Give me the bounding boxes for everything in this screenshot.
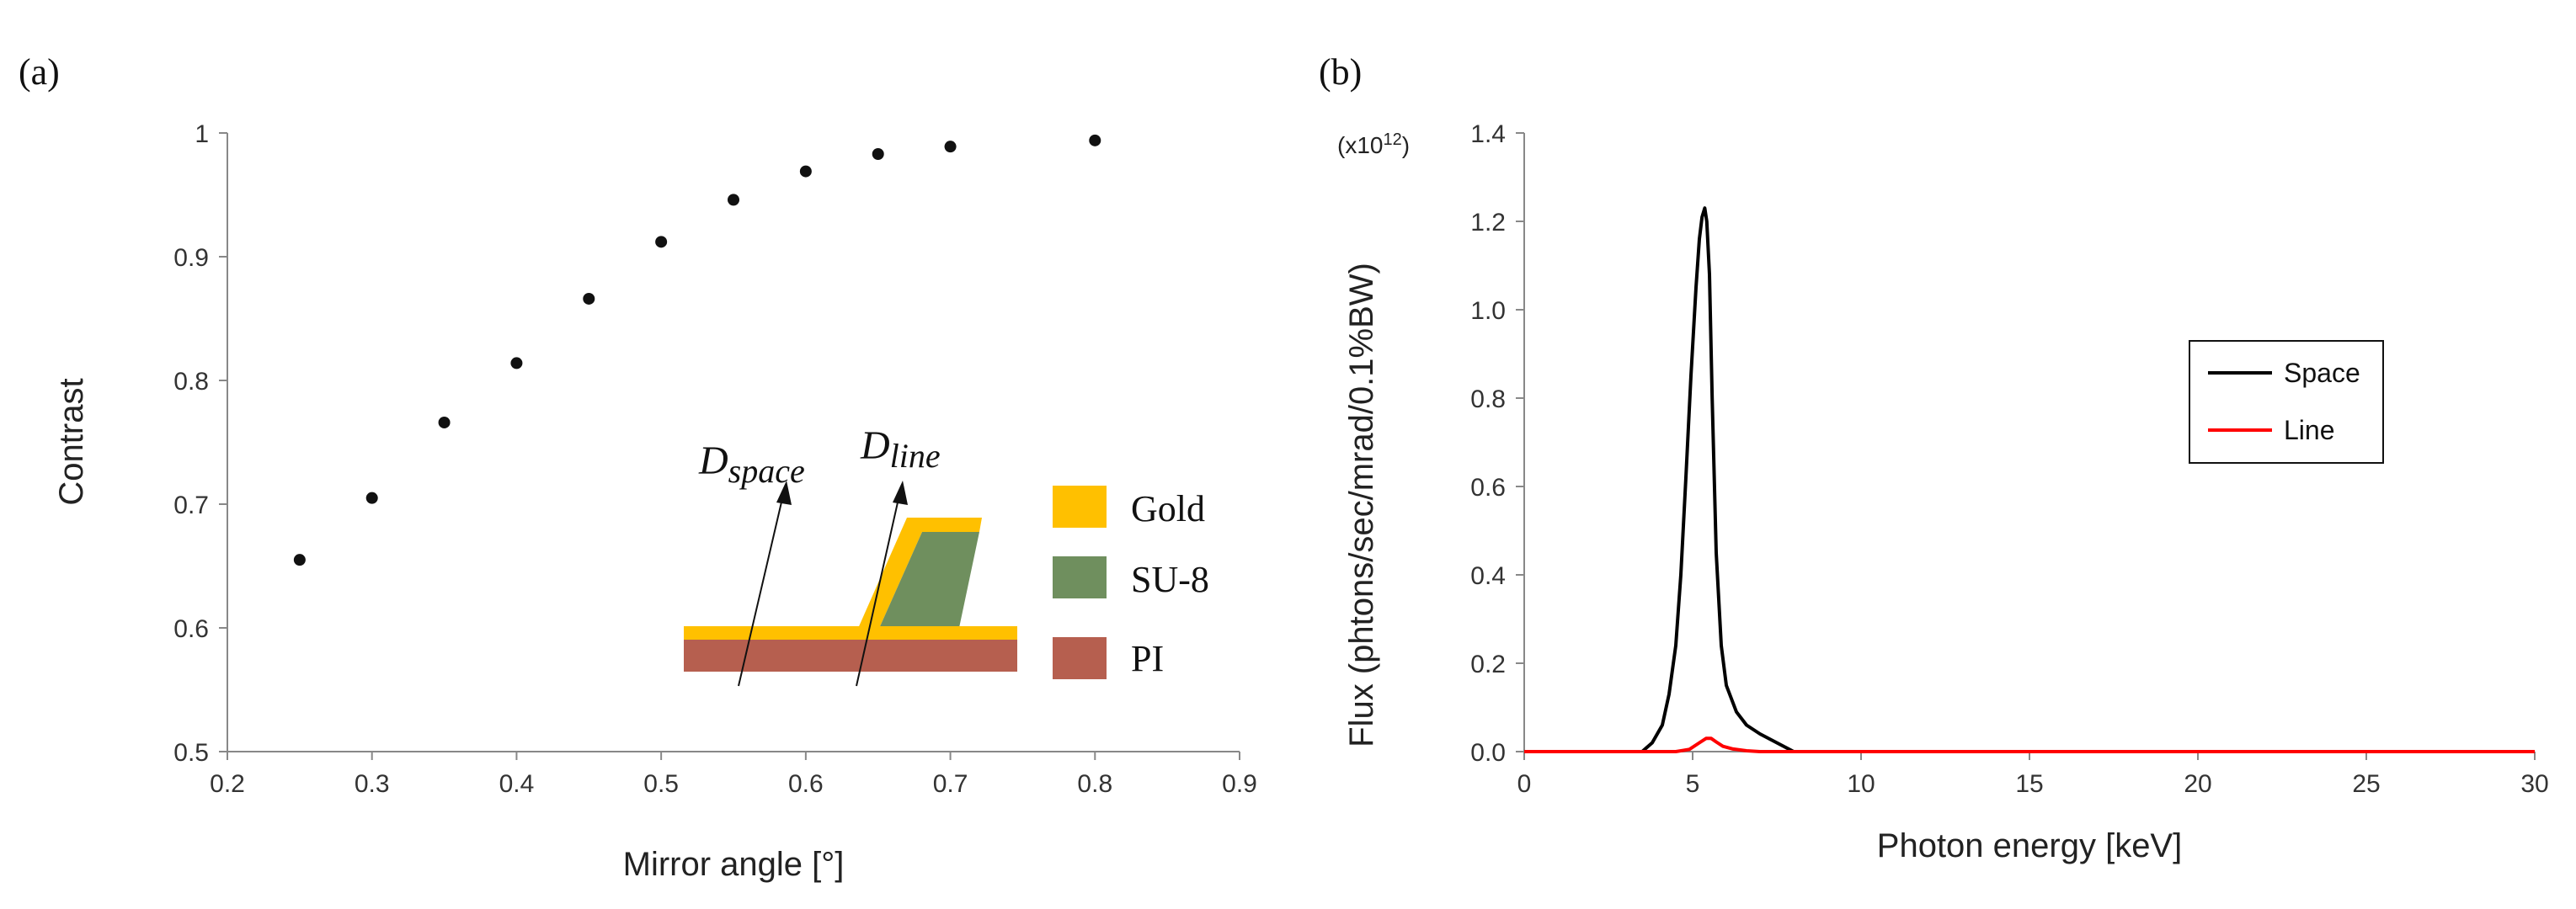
panel-b-label: (b) [1319,51,1362,93]
panel-b-series [1524,206,2535,753]
series-line-space [1640,206,1795,753]
panel-a-y-tick-label: 0.7 [173,492,209,519]
panel-b-x-tick-label: 20 [2184,770,2211,798]
panel-b-y-tick-label: 1.0 [1470,297,1506,325]
panel-b-y-tick-label: 0.4 [1470,562,1506,590]
panel-a-x-tick-label: 0.2 [210,770,245,798]
panel-a-x-tick-label: 0.3 [355,770,390,798]
panel-a-y-tick-label: 0.9 [173,244,209,272]
panel-a-y-tick-label: 0.6 [173,615,209,643]
scatter-point [872,147,884,160]
panel-b-x-label: Photon energy [keV] [1877,827,2182,864]
scatter-point [583,292,595,305]
panel-b-x-tick-label: 10 [1847,770,1875,798]
series-line-line [1524,736,2535,753]
inset-space-label: Dspace [698,439,805,490]
panel-b-x-ticks: 0 5 10 15 20 25 30 [1517,752,2549,798]
panel-b-y-label: Flux (phtons/sec/mrad/0.1%BW) [1343,263,1380,747]
panel-a-points [293,134,1101,566]
inset-gold-base-front [874,626,1017,640]
panel-a-x-tick-label: 0.5 [643,770,679,798]
panel-b-x-tick-label: 0 [1517,770,1532,798]
structure-inset: Dspace Dline Gold SU-8 PI [684,423,1209,687]
scatter-point [799,165,812,178]
panel-b-legend: Space Line [2189,340,2384,464]
panel-b-y-ticks: 0.0 0.2 0.4 0.6 0.8 1.0 1.2 1.4 [1470,120,1524,767]
panel-a-x-tick-label: 0.9 [1222,770,1257,798]
panel-a-x-tick-label: 0.6 [788,770,824,798]
panel-b-legend-box [2189,340,2384,464]
panel-b-x-tick-label: 15 [2015,770,2043,798]
legend-label-pi: PI [1131,638,1164,679]
panel-a: (a) 0.2 0.3 0.4 0.5 0.6 0.7 0.8 0.9 0.50.60.70.… [19,51,1257,883]
panel-b-x-tick-label: 5 [1686,770,1700,798]
inset-su8-line [874,532,979,640]
panel-a-y-label: Contrast [53,378,90,505]
legend-label-su8: SU-8 [1131,559,1209,600]
legend-swatch-su8 [1053,556,1107,598]
scatter-point [728,194,739,206]
panel-b-x-tick-label: 25 [2352,770,2380,798]
panel-a-y-ticks: 0.5 0.6 0.7 0.8 0.9 1 [173,120,227,767]
panel-a-x-label: Mirror angle [°] [623,846,845,883]
scatter-point [293,554,306,566]
scatter-point [438,416,451,428]
inset-line-label: Dline [860,423,941,475]
panel-a-x-tick-label: 0.8 [1077,770,1112,798]
panel-b-y-tick-label: 1.2 [1470,209,1506,237]
panel-b-y-tick-label: 1.4 [1470,120,1506,148]
legend-label-space: Space [2284,358,2360,388]
panel-a-y-tick-label: 0.5 [173,739,209,767]
panel-a-x-tick-label: 0.4 [499,770,535,798]
scatter-point [1089,134,1101,146]
inset-space-arrowhead [776,481,792,505]
inset-legend: Gold SU-8 PI [1053,486,1209,679]
scatter-point [365,492,378,504]
legend-label-line: Line [2284,415,2335,445]
panel-b-y-multiplier: (x1012) [1337,130,1410,158]
panel-a-x-ticks: 0.2 0.3 0.4 0.5 0.6 0.7 0.8 0.9 [210,752,1257,798]
inset-line-arrow [856,494,900,687]
panel-b: (b) (x1012) 0 5 10 15 20 25 30 0.0 0.2 0.4 0.6 0.8… [1319,51,2549,864]
inset-gold-line-coat [853,518,982,640]
panel-b-y-tick-label: 0.0 [1470,739,1506,767]
scatter-point [655,236,668,248]
panel-a-y-tick-label: 1 [195,120,209,148]
legend-swatch-gold [1053,486,1107,528]
panel-b-y-tick-label: 0.2 [1470,651,1506,678]
panel-a-x-tick-label: 0.7 [933,770,968,798]
scatter-point [944,141,957,153]
legend-label-gold: Gold [1131,488,1205,529]
inset-space-arrow [738,494,784,687]
inset-line-arrowhead [893,481,908,505]
panel-b-y-tick-label: 0.6 [1470,474,1506,502]
panel-a-y-tick-label: 0.8 [173,368,209,396]
panel-a-label: (a) [19,51,60,93]
panel-b-y-tick-label: 0.8 [1470,385,1506,413]
panel-b-x-tick-label: 30 [2520,770,2548,798]
legend-swatch-pi [1053,637,1107,679]
scatter-point [510,357,523,369]
inset-pi-layer [684,640,1017,672]
